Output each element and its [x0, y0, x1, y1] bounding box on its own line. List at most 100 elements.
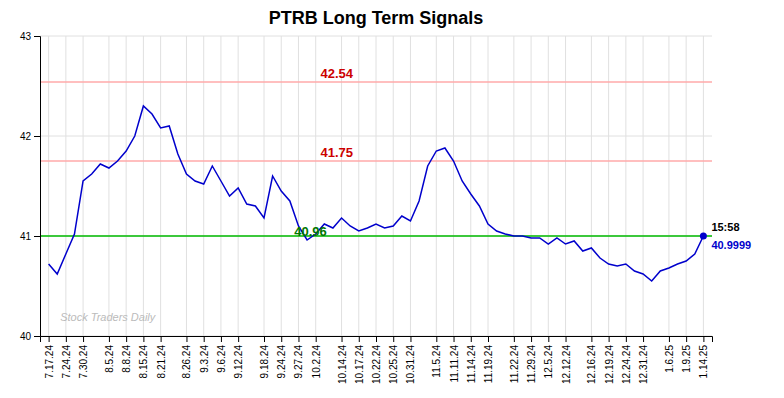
- x-tick: 11.5.24: [431, 336, 442, 378]
- y-axis-line: [34, 37, 41, 337]
- x-tick: 7.30.24: [78, 336, 89, 378]
- last-point: [700, 233, 707, 240]
- grid-line-x: [668, 36, 669, 336]
- x-tick-label: 8.5.24: [104, 345, 115, 373]
- x-tick: 1.9.25: [681, 336, 692, 373]
- x-tick: 12.19.24: [604, 336, 615, 384]
- x-tick-mark: [143, 336, 144, 342]
- x-tick-mark: [238, 336, 239, 342]
- y-tick: 42: [20, 131, 40, 142]
- grid-line-x: [410, 36, 411, 336]
- x-tick-mark: [454, 336, 455, 342]
- y-tick-mark: [34, 36, 40, 37]
- x-tick-label: 11.5.24: [431, 345, 442, 378]
- y-axis: 40414243: [20, 31, 41, 342]
- x-tick: 10.17.24: [354, 336, 365, 384]
- x-tick: 9.24.24: [276, 336, 287, 378]
- grid-line-x: [341, 36, 342, 336]
- x-tick-mark: [161, 336, 162, 342]
- x-tick: 11.14.24: [466, 336, 477, 383]
- x-tick: 9.3.24: [199, 336, 210, 373]
- x-tick-label: 12.24.24: [621, 345, 632, 384]
- x-tick-label: 12.31.24: [638, 345, 649, 384]
- x-tick-mark: [609, 336, 610, 342]
- plot: 7.17.247.24.247.30.248.5.248.8.248.15.24…: [20, 31, 751, 384]
- x-tick: 11.29.24: [526, 336, 537, 383]
- x-tick-label: 11.29.24: [526, 345, 537, 384]
- x-tick: 8.8.24: [121, 336, 132, 373]
- x-tick-label: 8.8.24: [121, 345, 132, 373]
- x-tick: 12.12.24: [561, 336, 572, 384]
- price-line: [49, 106, 704, 281]
- annotation: 40.96: [294, 224, 327, 239]
- x-tick: 9.27.24: [293, 336, 304, 378]
- x-tick-mark: [126, 336, 127, 342]
- grid-line-x: [470, 36, 471, 336]
- x-tick: 9.12.24: [233, 336, 244, 378]
- x-tick-mark: [591, 336, 592, 342]
- x-tick-label: 9.3.24: [199, 345, 210, 373]
- grid-line-x: [376, 36, 377, 336]
- grid: [40, 36, 712, 336]
- x-tick-label: 10.2.24: [311, 345, 322, 379]
- x-tick: 11.11.24: [449, 336, 460, 382]
- y-tick-mark: [34, 336, 40, 337]
- x-tick-label: 1.6.25: [664, 345, 675, 373]
- x-tick-label: 12.19.24: [604, 345, 615, 384]
- chart: 7.17.247.24.247.30.248.5.248.8.248.15.24…: [0, 0, 784, 398]
- y-tick-mark: [34, 236, 40, 237]
- x-tick-mark: [359, 336, 360, 342]
- y-tick-label: 42: [20, 131, 32, 142]
- x-tick: 8.15.24: [138, 336, 149, 378]
- x-tick: 11.19.24: [483, 336, 494, 383]
- x-tick-label: 11.14.24: [466, 345, 477, 384]
- grid-line-x: [264, 36, 265, 336]
- x-tick-mark: [488, 336, 489, 342]
- grid-line-x: [65, 36, 66, 336]
- grid-line-x: [453, 36, 454, 336]
- x-tick-mark: [643, 336, 644, 342]
- y-tick-mark: [34, 136, 40, 137]
- x-tick-label: 12.5.24: [543, 345, 554, 379]
- x-tick-mark: [186, 336, 187, 342]
- grid-line-x: [591, 36, 592, 336]
- x-tick: 7.24.24: [61, 336, 72, 378]
- watermark: Stock Traders Daily: [60, 311, 157, 323]
- x-tick-label: 11.22.24: [509, 345, 520, 384]
- grid-line-x: [548, 36, 549, 336]
- x-axis-line: [41, 337, 713, 343]
- title: PTRB Long Term Signals: [269, 8, 484, 28]
- x-tick: 8.21.24: [156, 336, 167, 378]
- x-tick-label: 11.19.24: [483, 345, 494, 384]
- x-tick: 8.5.24: [104, 336, 115, 373]
- x-tick-mark: [342, 336, 343, 342]
- grid-line-x: [488, 36, 489, 336]
- x-tick: 9.18.24: [259, 336, 270, 378]
- grid-line-x: [220, 36, 221, 336]
- grid-line-x: [436, 36, 437, 336]
- x-tick: 1.14.25: [698, 336, 709, 378]
- x-tick-label: 9.27.24: [293, 345, 304, 379]
- x-tick-mark: [686, 336, 687, 342]
- y-tick-label: 43: [20, 31, 32, 42]
- annotation: 41.75: [320, 145, 353, 160]
- x-tick: 12.24.24: [621, 336, 632, 384]
- reference-line: [40, 81, 712, 83]
- x-tick-mark: [514, 336, 515, 342]
- x-tick-label: 9.6.24: [216, 345, 227, 373]
- x-tick-label: 7.30.24: [78, 345, 89, 379]
- x-tick-mark: [436, 336, 437, 342]
- x-tick-mark: [376, 336, 377, 342]
- x-tick-mark: [281, 336, 282, 342]
- grid-line-x: [298, 36, 299, 336]
- x-tick-label: 12.16.24: [586, 345, 597, 384]
- annotation: 42.54: [320, 66, 353, 81]
- x-tick-mark: [264, 336, 265, 342]
- x-axis: 7.17.247.24.247.30.248.5.248.8.248.15.24…: [41, 336, 713, 384]
- grid-line-x: [203, 36, 204, 336]
- x-tick-label: 11.11.24: [449, 345, 460, 383]
- x-tick-mark: [221, 336, 222, 342]
- grid-line-x: [625, 36, 626, 336]
- x-tick: 11.22.24: [509, 336, 520, 383]
- x-tick-mark: [49, 336, 50, 342]
